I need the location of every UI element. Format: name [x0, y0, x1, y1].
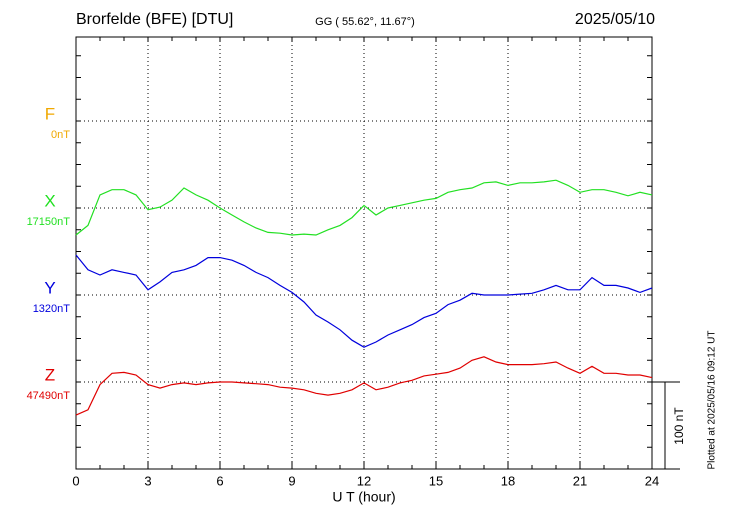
x-tick-label: 12 [357, 473, 371, 488]
baseline-label: 1320nT [33, 303, 71, 315]
x-tick-label: 18 [501, 473, 515, 488]
baseline-label: 0nT [51, 129, 70, 141]
baseline-label: 17150nT [27, 216, 71, 228]
x-tick-label: 6 [216, 473, 223, 488]
series-name: Z [45, 365, 55, 384]
chart-subtitle: GG ( 55.62°, 11.67°) [315, 16, 415, 28]
x-tick-label: 9 [288, 473, 295, 488]
baseline-label: 47490nT [27, 390, 71, 402]
series-line [75, 356, 653, 416]
chart-date: 2025/05/10 [575, 11, 655, 28]
series-name: F [45, 104, 55, 123]
series-line [75, 254, 653, 348]
x-tick-label: 21 [573, 473, 587, 488]
x-axis-label: U T (hour) [332, 489, 395, 505]
plot-note: Plotted at 2025/05/16 09:12 UT [707, 331, 718, 470]
scale-bar-label: 100 nT [672, 407, 686, 445]
series-name: X [44, 191, 55, 210]
chart-title: Brorfelde (BFE) [DTU] [76, 11, 233, 28]
x-tick-label: 24 [645, 473, 659, 488]
x-tick-label: 0 [72, 473, 79, 488]
x-tick-label: 15 [429, 473, 443, 488]
series-line [75, 179, 653, 236]
series-name: Y [44, 278, 55, 297]
x-tick-label: 3 [144, 473, 151, 488]
